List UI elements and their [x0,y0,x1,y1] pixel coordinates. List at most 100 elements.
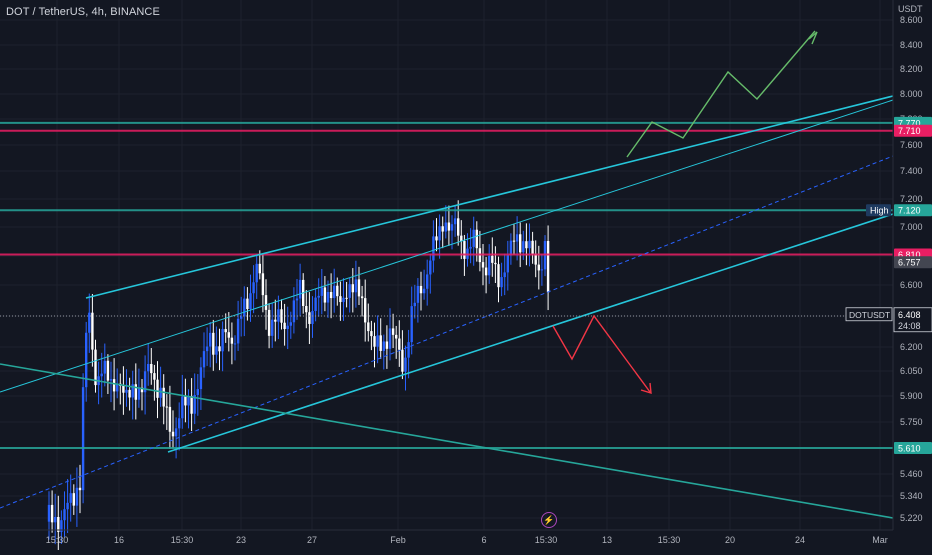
candle-body [199,367,203,390]
channel-upper-line [85,95,894,299]
y-tick-label: 6.600 [900,280,923,290]
y-tick-label: 6.050 [900,366,923,376]
candle-body [367,322,370,332]
candle-body [131,384,134,398]
bearish-projection-path [552,314,651,393]
level-tag [894,442,932,454]
candle-body [450,224,454,231]
candle-body [326,292,330,303]
candle-body [382,341,385,351]
candle-body [150,364,153,374]
candle-body [224,329,227,333]
y-tick-label: 8.000 [900,89,923,99]
candle-body [88,312,91,333]
y-tick-label: 5.220 [900,513,923,523]
candle-body [534,253,537,265]
y-tick-label: 7.200 [900,194,923,204]
candle-body [314,297,317,311]
candle-body [444,222,447,232]
bearish-arrowhead [640,382,652,394]
price-axis [893,0,932,550]
candle-body [233,343,237,345]
candle-body [147,364,150,372]
candle-body [522,241,525,253]
countdown-label: 24:08 [898,321,921,331]
currency-label: USDT [898,4,923,14]
x-tick-label: Mar [872,535,888,545]
chart-title: DOT / TetherUS, 4h, BINANCE [6,6,160,18]
candle-body [187,396,190,406]
candle-body [274,319,277,322]
candle-body [165,406,168,408]
candle-body [469,246,472,249]
candle-body [54,516,57,523]
candle-body [75,487,79,506]
candle-body [438,226,441,241]
candle-body [320,287,323,296]
x-tick-label: 15:30 [46,535,69,545]
candle-body [540,269,544,271]
x-tick-label: Feb [390,535,406,545]
candle-body [432,236,435,261]
candle-body [426,274,429,289]
candle-body [512,240,516,242]
candle-body [419,285,423,294]
candle-body [212,332,215,355]
candle-body [407,342,410,358]
last-price-label: 6.408 [898,310,921,320]
candle-body [50,504,54,523]
candle-body [323,287,327,303]
x-tick-label: 15:30 [535,535,558,545]
candle-body [236,318,240,344]
candle-body [401,349,404,372]
candle-body [100,373,103,377]
candle-body [255,263,258,283]
x-tick-label: 20 [725,535,735,545]
candle-body [497,264,500,288]
high-tag-label: High [870,206,889,216]
candle-body [364,298,367,323]
candle-body [47,504,51,522]
y-tick-label: 7.400 [900,166,923,176]
y-tick-label: 5.460 [900,469,923,479]
y-tick-label: 5.900 [900,391,923,401]
candle-body [60,520,63,532]
candle-body [481,262,485,268]
symbol-tag [845,307,893,322]
candle-body [484,267,488,276]
candle-body [385,341,389,349]
level-tag-label: 5.610 [898,444,921,454]
candle-body [537,264,540,271]
channel-lower-line [167,213,894,453]
candle-body [280,309,283,323]
candle-body [398,338,401,350]
candle-body [193,394,196,414]
candle-body [66,502,69,510]
candle-body [525,241,528,249]
candle-body [243,298,246,317]
candle-body [435,236,438,241]
y-tick-label: 5.750 [900,417,923,427]
candle-body [116,383,119,392]
candle-body [395,334,398,339]
candle-body [221,329,224,352]
candle-body [252,282,255,294]
candle-body [171,431,175,437]
candle-body [515,234,519,242]
candle-body [311,310,314,324]
candle-body [463,241,466,259]
candle-body [410,306,413,343]
candle-body [190,396,193,414]
candle-body [249,293,252,310]
level-tag-label: 7.770 [898,118,921,128]
x-tick-label: 6 [481,535,486,545]
candle-body [178,418,181,429]
candle-body [159,387,162,398]
lightning-icon[interactable]: ⚡ [541,512,557,528]
candle-body [78,487,82,491]
candle-body [422,288,426,294]
candle-body [488,255,491,276]
